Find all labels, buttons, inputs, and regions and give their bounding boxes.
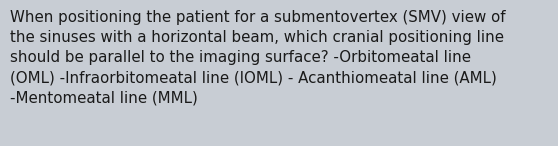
Text: When positioning the patient for a submentovertex (SMV) view of
the sinuses with: When positioning the patient for a subme… — [10, 10, 506, 105]
